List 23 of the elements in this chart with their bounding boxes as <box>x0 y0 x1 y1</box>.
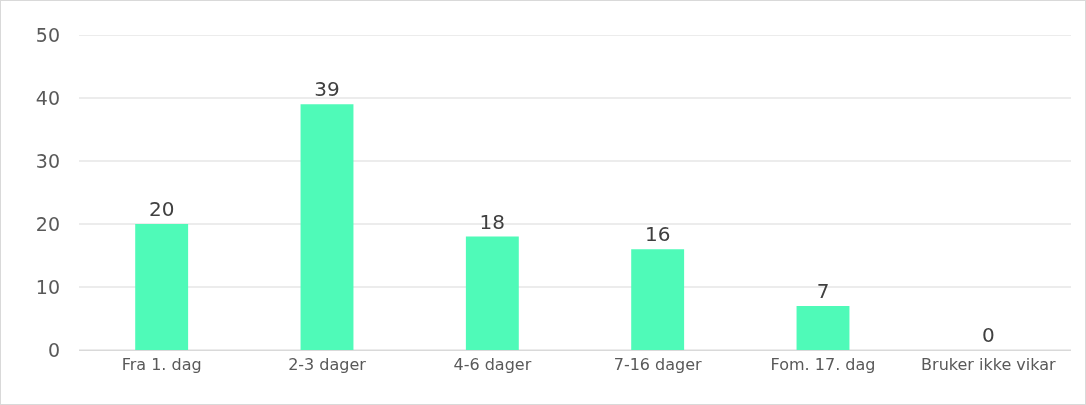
data-label: 7 <box>816 278 830 303</box>
data-label: 16 <box>644 222 671 247</box>
bar <box>465 236 519 350</box>
bar <box>300 104 354 350</box>
x-tick-label: 2-3 dager <box>288 355 367 375</box>
y-tick-label: 30 <box>35 149 60 172</box>
x-tick-label: Fom. 17. dag <box>770 355 876 375</box>
y-tick-label: 0 <box>47 338 60 361</box>
y-tick-label: 20 <box>35 212 60 235</box>
bar <box>796 305 850 350</box>
data-label: 20 <box>148 197 175 221</box>
data-label: 39 <box>314 77 340 102</box>
x-tick-label: 4-6 dager <box>453 355 532 375</box>
bar <box>135 224 189 350</box>
y-tick-label: 40 <box>35 86 60 109</box>
data-label: 18 <box>479 209 506 234</box>
x-tick-label: Fra 1. dag <box>121 355 202 375</box>
y-tick-label: 10 <box>35 275 60 298</box>
bar <box>631 249 685 350</box>
y-tick-label: 50 <box>35 23 60 46</box>
x-tick-label: 7-16 dager <box>613 355 703 375</box>
x-tick-label: Bruker ikke vikar <box>921 355 1057 375</box>
data-label: 0 <box>981 323 995 347</box>
